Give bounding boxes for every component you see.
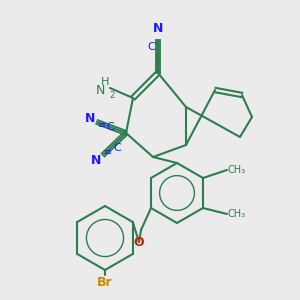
Text: N: N [91, 154, 101, 166]
Text: N: N [153, 22, 163, 35]
Text: N: N [85, 112, 95, 125]
Text: C: C [147, 42, 155, 52]
Text: C: C [113, 143, 121, 153]
Text: CH₃: CH₃ [228, 165, 246, 175]
Text: 2: 2 [109, 91, 114, 100]
Text: ≡: ≡ [98, 120, 106, 130]
Text: ≡: ≡ [104, 147, 112, 157]
Text: N: N [95, 83, 105, 97]
Text: CH₃: CH₃ [228, 209, 246, 219]
Text: C: C [106, 122, 114, 132]
Text: O: O [134, 236, 144, 250]
Text: H: H [101, 77, 109, 87]
Text: Br: Br [97, 277, 113, 290]
